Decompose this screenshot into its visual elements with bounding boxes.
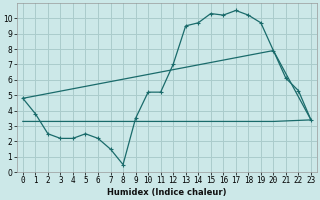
X-axis label: Humidex (Indice chaleur): Humidex (Indice chaleur)	[107, 188, 227, 197]
